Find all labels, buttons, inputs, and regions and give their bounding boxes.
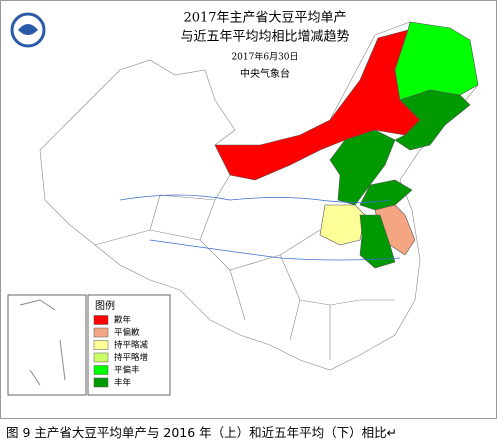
legend-swatch xyxy=(93,377,109,388)
region-henan xyxy=(319,204,366,246)
legend-swatch xyxy=(93,365,109,375)
rivers xyxy=(119,194,401,261)
legend-swatch xyxy=(93,340,109,350)
region-heilongjiang xyxy=(394,21,479,101)
legend-swatch xyxy=(93,352,109,363)
caption: 图 9 主产省大豆平均单产与 2016 年（上）和近五年平均（下）相比↵ xyxy=(6,425,398,440)
legend-label: 持平略增 xyxy=(114,352,148,363)
legend-label: 持平略减 xyxy=(114,340,149,351)
legend-label: 丰年 xyxy=(114,377,132,388)
inset-box xyxy=(7,294,87,396)
legend-swatch xyxy=(93,327,109,338)
legend-label: 歉年 xyxy=(114,315,132,326)
legend-swatch xyxy=(93,315,109,325)
region-jilin-liaoning xyxy=(394,89,471,151)
legend-label: 平偏丰 xyxy=(114,365,140,376)
agency: 中央气象台 xyxy=(240,67,290,80)
legend-title: 图例 xyxy=(95,299,115,312)
title-line1: 2017年主产省大豆平均单产 xyxy=(183,11,346,26)
province-borders xyxy=(94,174,395,360)
inset-map xyxy=(19,299,66,386)
title-line2: 与近五年平均均相比增减趋势 xyxy=(180,29,349,45)
legend-label: 平偏歉 xyxy=(114,327,140,338)
region-anhui xyxy=(359,214,396,269)
logo xyxy=(10,12,46,48)
date: 2017年6月30日 xyxy=(231,51,298,63)
region-hebei-shanxi xyxy=(329,129,396,206)
